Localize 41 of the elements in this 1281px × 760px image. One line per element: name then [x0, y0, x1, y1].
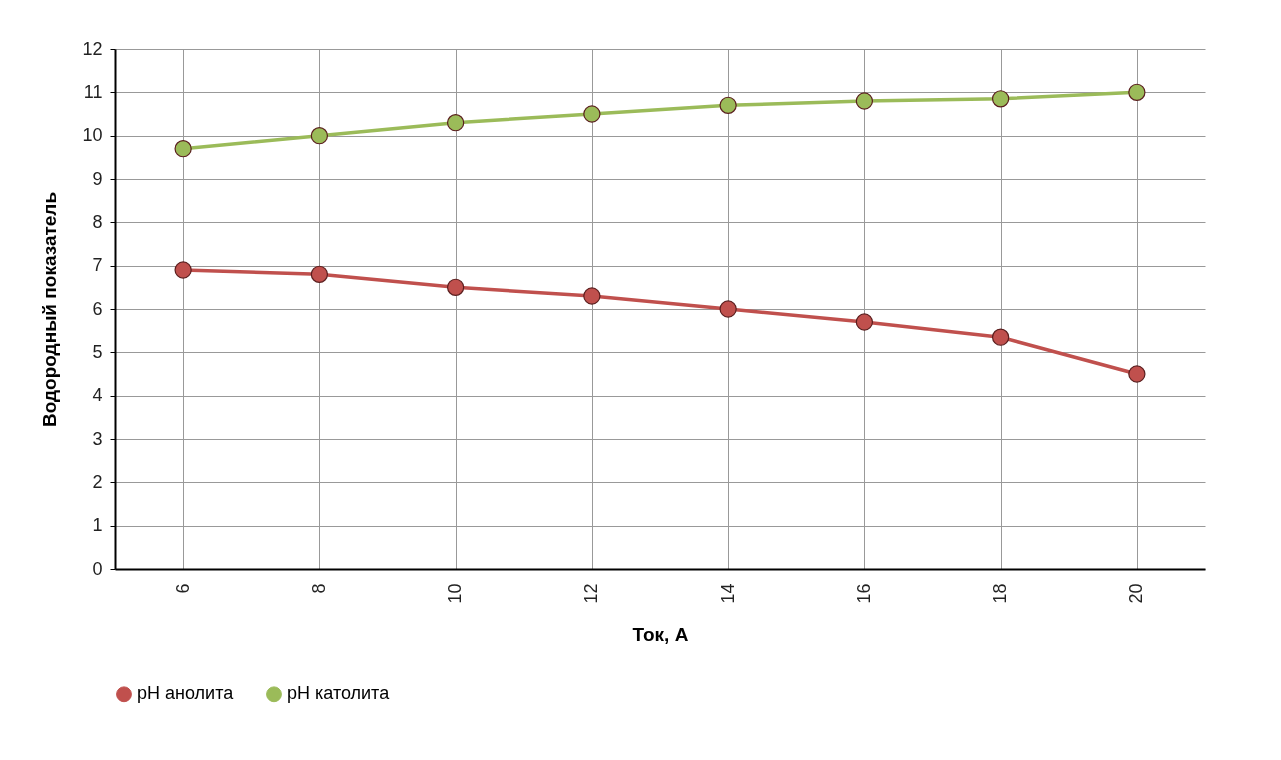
x-tick-label: 14	[717, 583, 738, 604]
y-tick-label: 3	[92, 428, 103, 449]
point	[855, 313, 874, 331]
point	[991, 328, 1010, 346]
point	[719, 300, 737, 318]
y-tick-label: 5	[92, 341, 103, 362]
point	[583, 287, 601, 305]
y-tick-label: 7	[92, 255, 103, 276]
y-tick-label: 12	[82, 38, 103, 59]
x-tick-label: 20	[1126, 583, 1147, 604]
y-tick-label: 10	[82, 125, 103, 146]
legend-label: pH анолита	[137, 683, 235, 704]
point	[719, 96, 737, 114]
y-tick-label: 11	[83, 81, 103, 102]
y-tick-label: 0	[92, 558, 103, 579]
point	[583, 105, 601, 123]
x-tick-label: 12	[581, 583, 602, 604]
point	[310, 265, 329, 283]
x-axis-title: Ток, А	[632, 623, 689, 645]
x-tick-label: 10	[445, 583, 466, 604]
point	[1128, 83, 1146, 101]
point	[446, 114, 465, 132]
y-tick-label: 9	[92, 168, 103, 189]
x-tick-label: 8	[308, 583, 329, 594]
point	[1128, 365, 1146, 383]
point	[855, 92, 874, 110]
y-tick-label: 8	[92, 211, 103, 232]
point	[446, 278, 465, 296]
point	[991, 90, 1010, 108]
point	[310, 127, 329, 145]
point	[174, 140, 192, 158]
legend-label: pH католита	[287, 683, 391, 704]
y-tick-label: 2	[92, 471, 103, 492]
x-tick-label: 6	[172, 583, 193, 594]
y-axis-title: Водородный показатель	[39, 191, 61, 428]
y-tick-label: 1	[92, 515, 103, 536]
x-tick-label: 16	[853, 583, 874, 604]
x-tick-label: 18	[990, 583, 1011, 604]
y-tick-label: 4	[92, 385, 103, 406]
y-tick-label: 6	[92, 298, 103, 319]
point	[174, 261, 192, 279]
